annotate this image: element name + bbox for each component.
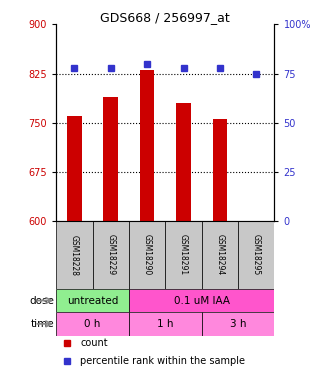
Bar [103, 96, 118, 221]
Text: 0.1 uM IAA: 0.1 uM IAA [174, 296, 230, 306]
Text: 0 h: 0 h [84, 319, 101, 329]
Bar [140, 70, 154, 221]
Text: GSM18290: GSM18290 [143, 234, 152, 276]
Bar [249, 220, 264, 221]
Bar [92, 221, 129, 289]
Text: count: count [80, 338, 108, 348]
Bar [202, 221, 238, 289]
Text: GSM18295: GSM18295 [252, 234, 261, 276]
Text: untreated: untreated [67, 296, 118, 306]
Bar [56, 289, 129, 312]
Bar [238, 221, 274, 289]
Bar [176, 103, 191, 221]
Text: GSM18229: GSM18229 [106, 234, 115, 276]
Bar [129, 312, 202, 336]
Text: 1 h: 1 h [157, 319, 174, 329]
Bar [165, 221, 202, 289]
Bar [56, 221, 92, 289]
Text: GSM18291: GSM18291 [179, 234, 188, 276]
Text: GSM18228: GSM18228 [70, 234, 79, 276]
Bar [202, 312, 274, 336]
Text: GSM18294: GSM18294 [215, 234, 224, 276]
Bar [129, 221, 165, 289]
Bar [56, 312, 129, 336]
Text: time: time [30, 319, 54, 329]
Text: dose: dose [29, 296, 54, 306]
Text: percentile rank within the sample: percentile rank within the sample [80, 356, 245, 366]
Bar [129, 289, 274, 312]
Bar [67, 116, 82, 221]
Bar [213, 120, 227, 221]
Title: GDS668 / 256997_at: GDS668 / 256997_at [100, 11, 230, 24]
Text: 3 h: 3 h [230, 319, 246, 329]
